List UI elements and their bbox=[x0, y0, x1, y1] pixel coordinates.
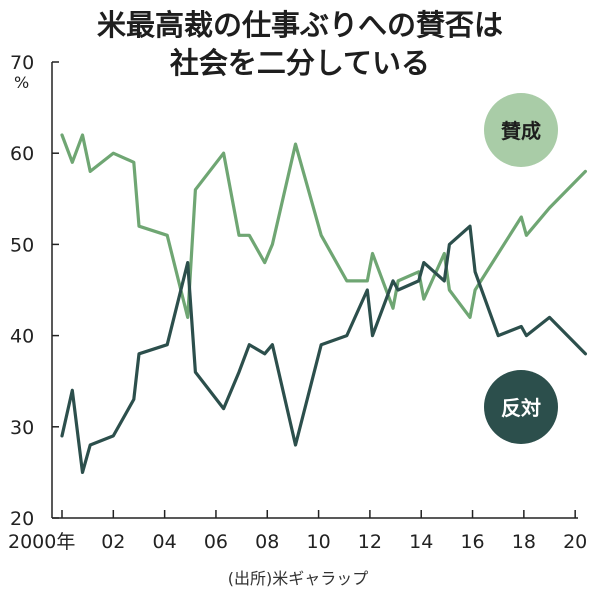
source-note: (出所)米ギャラップ bbox=[228, 569, 369, 588]
chart-title-line1: 米最高裁の仕事ぶりへの賛否は bbox=[96, 8, 503, 42]
disapprove-label-badge bbox=[484, 370, 558, 444]
x-tick-label: 02 bbox=[101, 531, 125, 553]
x-tick-label: 12 bbox=[358, 531, 382, 553]
x-tick-label: 06 bbox=[204, 531, 228, 553]
approve-label-text: 賛成 bbox=[501, 119, 541, 143]
x-tick-label: 08 bbox=[255, 531, 279, 553]
chart-title: 米最高裁の仕事ぶりへの賛否は 社会を二分している bbox=[0, 6, 600, 82]
disapprove-line bbox=[60, 224, 587, 474]
x-tick-label: 14 bbox=[409, 531, 433, 553]
chart-title-line2: 社会を二分している bbox=[169, 46, 431, 80]
y-tick-label: 60 bbox=[10, 143, 34, 165]
axes: 20 30 40 50 60 70% 2000年 02 04 06 08 10 12 14 16 18 20 bbox=[8, 52, 587, 553]
y-tick-label: 40 bbox=[10, 326, 34, 348]
x-tick-label: 20 bbox=[563, 531, 587, 553]
approve-label: 賛成 bbox=[484, 93, 558, 167]
y-tick-label: 50 bbox=[10, 234, 34, 256]
series-lines bbox=[60, 133, 587, 474]
x-tick-label: 04 bbox=[153, 531, 177, 553]
y-tick-label: 70 bbox=[10, 52, 34, 74]
y-tick-label: 20 bbox=[10, 508, 34, 530]
x-tick-label: 10 bbox=[306, 531, 330, 553]
disapprove-label: 反対 bbox=[484, 370, 558, 444]
y-unit-label: % bbox=[14, 73, 29, 92]
x-tick-label: 18 bbox=[512, 531, 536, 553]
x-tick-label: 16 bbox=[460, 531, 484, 553]
x-tick-label: 2000年 bbox=[8, 531, 75, 553]
approve-label-badge bbox=[484, 93, 558, 167]
y-tick-label: 30 bbox=[10, 417, 34, 439]
approve-line bbox=[60, 133, 587, 319]
disapprove-label-text: 反対 bbox=[501, 396, 541, 420]
